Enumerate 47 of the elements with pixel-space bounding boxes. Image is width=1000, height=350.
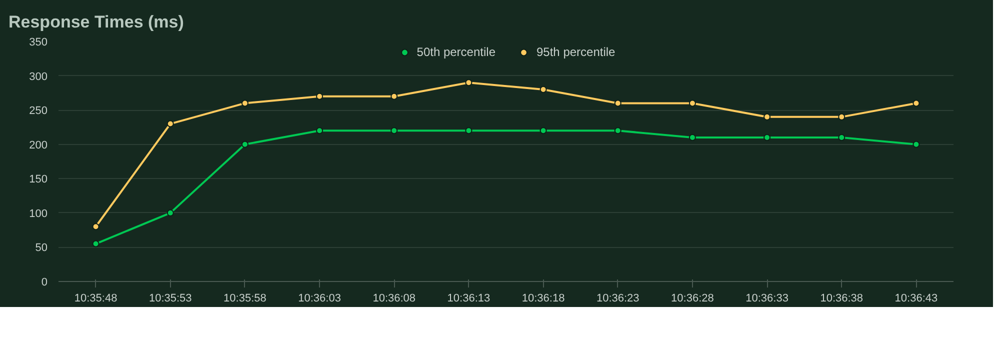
x-tick-label: 10:36:18	[522, 292, 565, 304]
x-tick-label: 10:36:43	[894, 292, 938, 304]
y-tick-label: 300	[29, 70, 48, 83]
y-tick-label: 150	[29, 174, 48, 186]
point	[241, 100, 248, 107]
point	[241, 140, 248, 148]
x-tick-label: 10:36:23	[596, 292, 640, 304]
point	[838, 134, 846, 141]
point	[92, 240, 100, 248]
y-tick-label: 100	[29, 208, 48, 220]
x-tick-label: 10:36:08	[372, 292, 416, 304]
point	[92, 223, 100, 230]
point	[465, 127, 472, 134]
point	[912, 140, 920, 148]
x-tick-label: 10:36:33	[746, 292, 788, 304]
point	[540, 127, 547, 134]
legend-label: 95th percentile	[536, 45, 616, 59]
point	[912, 100, 920, 107]
x-tick-label: 10:36:28	[671, 292, 714, 304]
point	[614, 127, 622, 134]
x-tick-label: 10:35:53	[148, 292, 192, 304]
chart-title: Response Times (ms)	[8, 12, 184, 32]
x-tick-label: 10:36:38	[820, 292, 864, 304]
point	[316, 127, 324, 134]
y-tick-label: 50	[35, 242, 48, 254]
x-tick-label: 10:36:13	[447, 292, 490, 304]
x-tick-label: 10:35:58	[224, 292, 266, 304]
x-tick-label: 10:35:48	[74, 292, 118, 304]
point	[764, 134, 771, 141]
legend-label: 50th percentile	[416, 45, 496, 59]
y-tick-label: 200	[29, 139, 48, 152]
point	[390, 92, 398, 100]
x-tick-label: 10:36:03	[298, 292, 341, 304]
y-tick-label: 250	[29, 105, 48, 118]
point	[688, 134, 696, 141]
point	[540, 86, 547, 93]
point	[390, 127, 398, 134]
point	[166, 120, 174, 128]
point	[688, 100, 696, 107]
point	[166, 209, 174, 216]
point	[316, 92, 324, 100]
y-tick-label: 0	[41, 276, 48, 288]
point	[764, 113, 771, 120]
point	[838, 113, 846, 120]
point	[614, 100, 622, 107]
y-tick-label: 350	[29, 36, 48, 48]
point	[465, 79, 472, 86]
